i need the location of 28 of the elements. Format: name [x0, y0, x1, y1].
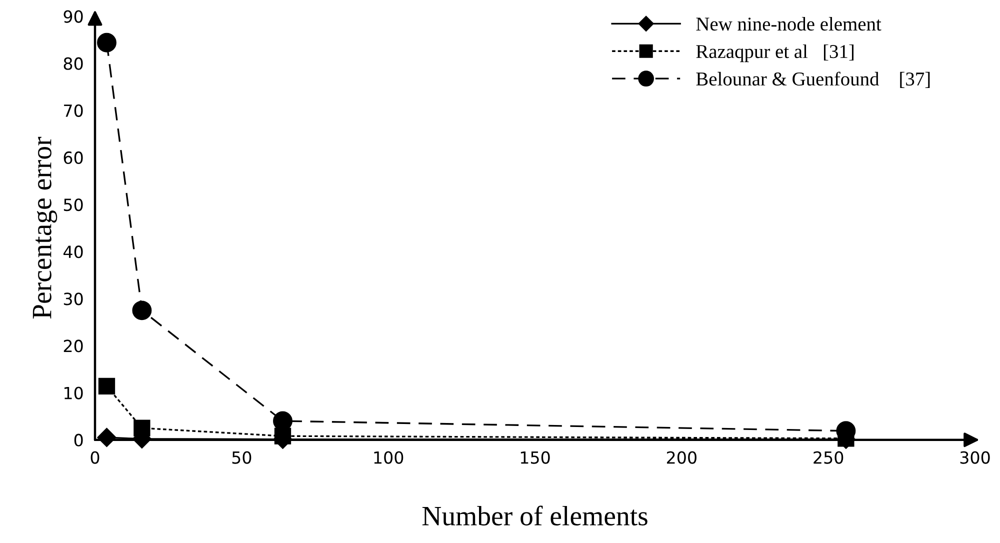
y-tick-label: 0: [74, 434, 83, 446]
x-tick-label: 150: [520, 451, 550, 464]
y-tick-label: 30: [64, 292, 83, 306]
y-tick-label: 50: [64, 198, 83, 212]
y-tick-label: 40: [63, 246, 83, 258]
x-tick-label: 200: [666, 451, 696, 464]
y-tick-label: 80: [64, 57, 83, 70]
y-axis-title: Percentage error: [32, 136, 58, 319]
x-tick-label: 250: [814, 451, 844, 464]
point: [97, 428, 116, 448]
point: [97, 32, 116, 52]
y-tick-label: 70: [64, 104, 83, 117]
x-tick-label: 0: [90, 451, 100, 464]
y-tick-label: 20: [64, 340, 83, 352]
x-axis-title: Number of elements: [422, 506, 648, 526]
x-tick-label: 100: [374, 451, 404, 464]
point: [132, 300, 152, 320]
y-tick-label: 60: [64, 151, 83, 164]
x-tick-label: 300: [960, 451, 990, 464]
point: [98, 378, 116, 395]
point: [274, 428, 292, 444]
x-tick-label: 50: [232, 451, 252, 464]
point: [134, 420, 150, 436]
y-tick-label: 10: [64, 386, 83, 400]
y-tick-label: 90: [64, 10, 83, 23]
legend-label: Razaqpur et al [31]: [696, 44, 854, 62]
legend-label: Belounar & Guenfound [37]: [696, 72, 930, 88]
legend-label: New nine-node element: [696, 16, 882, 31]
